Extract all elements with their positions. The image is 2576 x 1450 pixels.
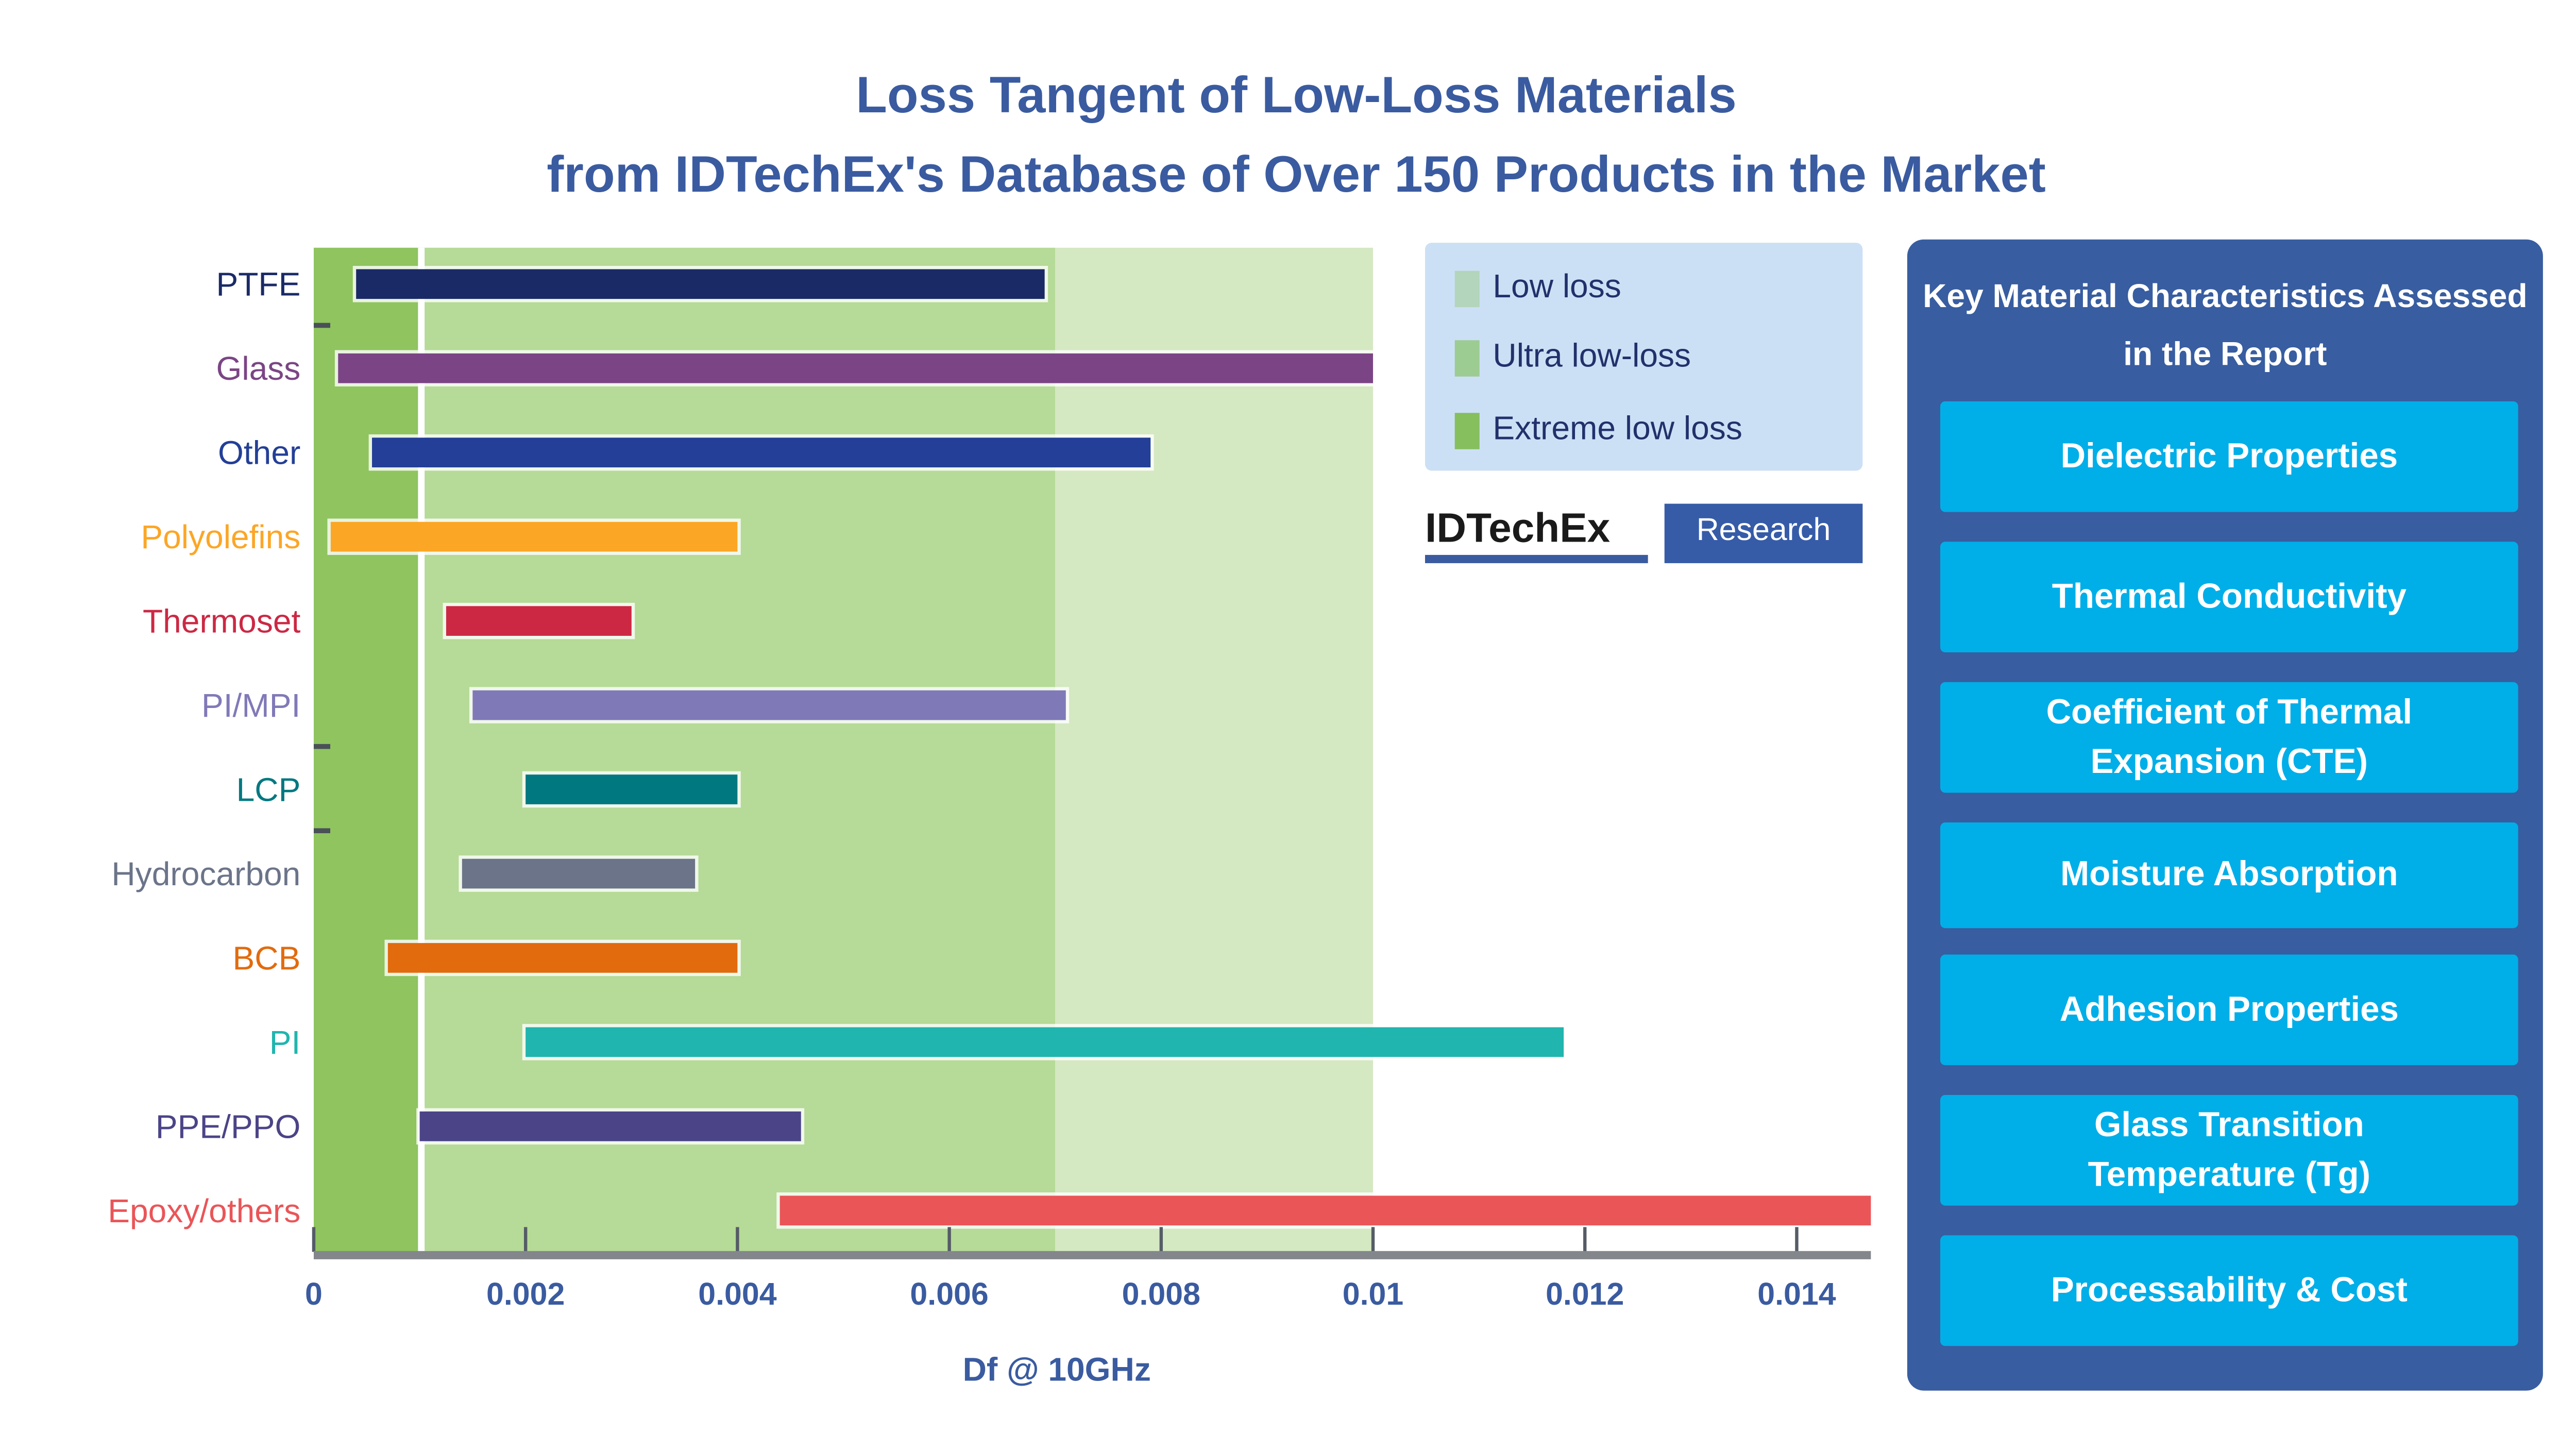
bar-polyolefins — [330, 521, 738, 552]
category-label: PI — [269, 1024, 301, 1061]
x-tick-label: 0.008 — [1122, 1276, 1200, 1311]
category-label: Other — [218, 434, 300, 471]
panel-item-cte: Coefficient of Thermal Expansion (CTE) — [1940, 682, 2518, 793]
legend-label: Extreme low loss — [1493, 411, 1742, 448]
x-tick-label: 0.004 — [698, 1276, 776, 1311]
category-label: Hydrocarbon — [111, 855, 300, 892]
bar-pi — [526, 1027, 1564, 1057]
category-label: PTFE — [216, 266, 301, 303]
panel-item-adhesion-properties: Adhesion Properties — [1940, 954, 2518, 1066]
x-tick-label: 0.014 — [1757, 1276, 1836, 1311]
panel-item-processability-cost: Processability & Cost — [1940, 1235, 2518, 1346]
category-label: Polyolefins — [141, 518, 300, 555]
legend-item-ultra-low-loss: Ultra low-loss — [1454, 339, 1691, 377]
chart-title: Loss Tangent of Low-Loss Materials — [856, 66, 1737, 124]
band-extreme-low-loss — [313, 247, 420, 1252]
legend-item-low-loss: Low loss — [1454, 269, 1621, 307]
bar-epoxy-others — [779, 1195, 1871, 1226]
panel-item-moisture-absorption: Moisture Absorption — [1940, 822, 2518, 929]
idtechex-logo: IDTechEx Research — [1425, 503, 1863, 563]
legend-swatch — [1454, 339, 1480, 376]
x-tick-label: 0 — [305, 1276, 323, 1311]
legend-item-extreme-low-loss: Extreme low loss — [1454, 411, 1742, 449]
panel-title: Key Material Characteristics Assessed in… — [1923, 279, 2528, 374]
bar-glass — [338, 353, 1374, 383]
x-tick-label: 0.006 — [910, 1276, 988, 1311]
x-tick-label: 0.01 — [1343, 1276, 1403, 1311]
chart-subtitle: from IDTechEx's Database of Over 150 Pro… — [547, 145, 2046, 204]
x-axis-label: Df @ 10GHz — [963, 1351, 1151, 1388]
logo-research: Research — [1664, 503, 1863, 563]
band-ultra-low-loss — [419, 247, 1056, 1252]
panel-item-glass-transition: Glass Transition Temperature (Tg) — [1940, 1094, 2518, 1206]
bar-thermoset — [446, 606, 632, 636]
legend-swatch — [1454, 270, 1480, 307]
x-tick-label: 0.002 — [486, 1276, 565, 1311]
bar-ptfe — [356, 269, 1045, 299]
bar-lcp — [526, 774, 738, 804]
category-label: LCP — [236, 771, 301, 808]
bar-ppe-ppo — [419, 1111, 801, 1141]
legend: Low loss Ultra low-loss Extreme low loss — [1425, 243, 1863, 471]
category-label: PI/MPI — [201, 687, 300, 724]
category-label: Thermoset — [143, 603, 301, 640]
bar-bcb — [387, 943, 738, 973]
logo-main: IDTechEx — [1425, 504, 1648, 563]
legend-swatch — [1454, 412, 1480, 449]
category-label: Epoxy/others — [108, 1192, 300, 1229]
panel-item-thermal-conductivity: Thermal Conductivity — [1940, 542, 2518, 653]
category-label: BCB — [233, 939, 301, 976]
x-tick-label: 0.012 — [1546, 1276, 1624, 1311]
bar-other — [372, 437, 1151, 468]
bar-hydrocarbon — [462, 858, 696, 889]
key-characteristics-panel: Key Material Characteristics Assessed in… — [1907, 239, 2543, 1391]
category-label: Glass — [216, 350, 300, 387]
range-bar-chart: PTFE Glass Other Polyolefins Thermoset PI/MPI… — [108, 247, 1871, 1388]
legend-label: Low loss — [1493, 269, 1621, 306]
category-label: PPE/PPO — [156, 1108, 300, 1145]
bar-pi-mpi — [472, 690, 1066, 720]
band-low-loss — [1055, 247, 1374, 1252]
panel-item-dielectric-properties: Dielectric Properties — [1940, 401, 2518, 512]
legend-label: Ultra low-loss — [1493, 339, 1691, 375]
